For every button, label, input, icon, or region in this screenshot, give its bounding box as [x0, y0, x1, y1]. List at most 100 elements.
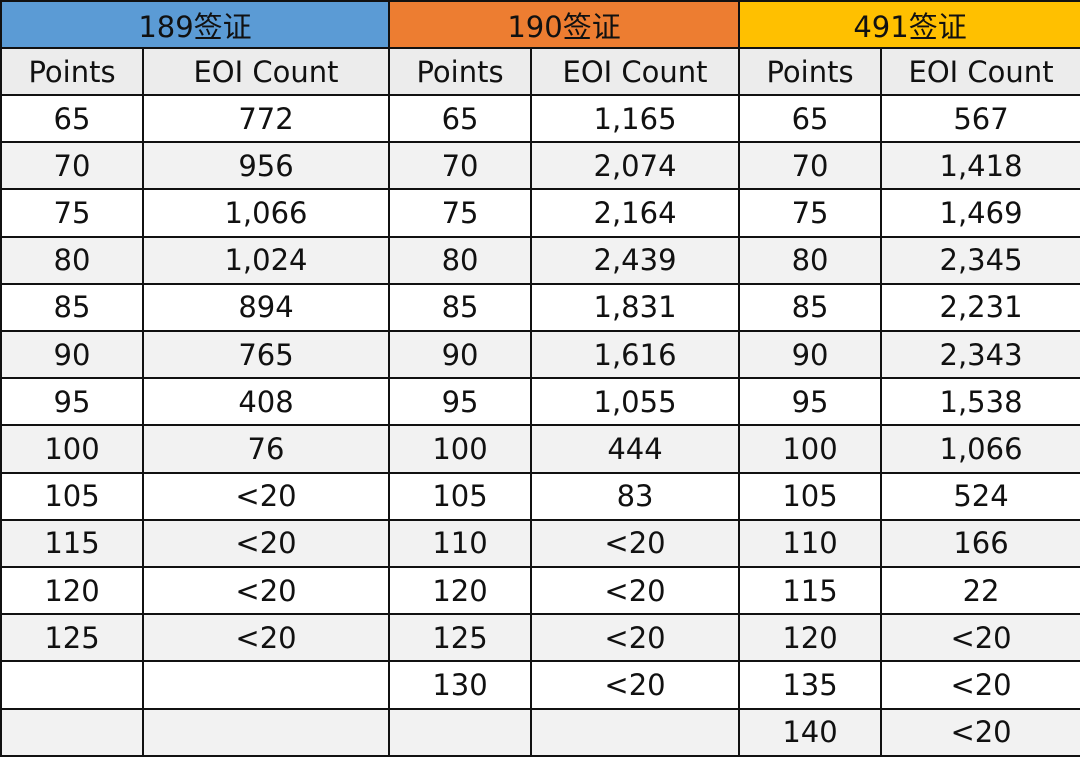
eoi-count-cell: 1,538 — [880, 377, 1080, 427]
eoi-count-cell: <20 — [880, 613, 1080, 663]
points-cell: 100 — [0, 424, 144, 474]
eoi-count-cell: <20 — [880, 660, 1080, 710]
eoi-count-cell: 408 — [141, 377, 391, 427]
visa-header-2: 491签证 — [738, 0, 1080, 49]
points-cell: 105 — [0, 471, 144, 521]
eoi-count-column-header: EOI Count — [141, 47, 391, 96]
table-row: 100 76 100 444 100 1,066 — [0, 424, 1080, 474]
table-row: 120 <20 120 <20 115 22 — [0, 566, 1080, 616]
eoi-count-cell: 567 — [880, 93, 1080, 144]
eoi-count-cell: 1,055 — [530, 377, 741, 427]
eoi-count-cell: 1,418 — [880, 141, 1080, 191]
points-cell: 95 — [738, 377, 883, 427]
eoi-count-cell — [141, 707, 391, 757]
points-cell: 115 — [738, 566, 883, 616]
points-cell — [0, 707, 144, 757]
points-cell: 75 — [388, 188, 533, 238]
eoi-count-cell — [141, 660, 391, 710]
eoi-count-column-header: EOI Count — [530, 47, 741, 96]
table-row: 70 956 70 2,074 70 1,418 — [0, 141, 1080, 191]
eoi-count-cell: <20 — [141, 613, 391, 663]
eoi-count-cell: <20 — [141, 518, 391, 569]
points-cell: 105 — [388, 471, 533, 521]
eoi-count-cell: 765 — [141, 330, 391, 380]
eoi-count-cell: 1,066 — [141, 188, 391, 238]
points-cell: 85 — [388, 282, 533, 333]
table-row: 80 1,024 80 2,439 80 2,345 — [0, 235, 1080, 285]
table-row: 75 1,066 75 2,164 75 1,469 — [0, 188, 1080, 238]
points-cell: 105 — [738, 471, 883, 521]
eoi-count-cell: <20 — [880, 707, 1080, 757]
points-cell: 125 — [388, 613, 533, 663]
points-cell: 130 — [388, 660, 533, 710]
table-row: 90 765 90 1,616 90 2,343 — [0, 330, 1080, 380]
table-row: 130 <20 135 <20 — [0, 660, 1080, 710]
eoi-count-cell: <20 — [530, 613, 741, 663]
eoi-count-cell: 956 — [141, 141, 391, 191]
points-cell: 110 — [388, 518, 533, 569]
table-row: 85 894 85 1,831 85 2,231 — [0, 282, 1080, 333]
points-cell: 90 — [388, 330, 533, 380]
eoi-count-cell: 76 — [141, 424, 391, 474]
eoi-count-cell: 83 — [530, 471, 741, 521]
eoi-count-cell: <20 — [141, 566, 391, 616]
eoi-count-cell: 2,345 — [880, 235, 1080, 285]
eoi-count-column-header: EOI Count — [880, 47, 1080, 96]
points-cell: 125 — [0, 613, 144, 663]
table-row: 105 <20 105 83 105 524 — [0, 471, 1080, 521]
points-cell: 115 — [0, 518, 144, 569]
eoi-count-cell: 1,066 — [880, 424, 1080, 474]
eoi-count-cell: 1,024 — [141, 235, 391, 285]
points-cell: 90 — [0, 330, 144, 380]
points-cell: 90 — [738, 330, 883, 380]
eoi-count-cell: <20 — [530, 660, 741, 710]
points-cell: 75 — [738, 188, 883, 238]
points-cell: 120 — [388, 566, 533, 616]
eoi-count-cell: 166 — [880, 518, 1080, 569]
eoi-count-cell: 2,439 — [530, 235, 741, 285]
eoi-count-cell: 2,074 — [530, 141, 741, 191]
eoi-count-cell: 1,616 — [530, 330, 741, 380]
eoi-count-cell: 1,469 — [880, 188, 1080, 238]
points-column-header: Points — [0, 47, 144, 96]
points-cell: 135 — [738, 660, 883, 710]
points-cell: 120 — [0, 566, 144, 616]
table-row: 140 <20 — [0, 707, 1080, 757]
eoi-count-cell: 772 — [141, 93, 391, 144]
points-cell: 110 — [738, 518, 883, 569]
eoi-count-cell: 444 — [530, 424, 741, 474]
visa-header-1: 190签证 — [388, 0, 741, 49]
points-column-header: Points — [388, 47, 533, 96]
table-row: 115 <20 110 <20 110 166 — [0, 518, 1080, 569]
eoi-count-cell: 1,165 — [530, 93, 741, 144]
visa-header-0: 189签证 — [0, 0, 391, 49]
points-column-header: Points — [738, 47, 883, 96]
table-row: 65 772 65 1,165 65 567 — [0, 93, 1080, 144]
points-cell: 140 — [738, 707, 883, 757]
eoi-count-cell: 22 — [880, 566, 1080, 616]
points-cell: 95 — [388, 377, 533, 427]
points-cell: 85 — [0, 282, 144, 333]
points-cell: 65 — [388, 93, 533, 144]
points-cell: 65 — [0, 93, 144, 144]
points-cell: 80 — [738, 235, 883, 285]
eoi-count-cell: 1,831 — [530, 282, 741, 333]
eoi-count-cell: 524 — [880, 471, 1080, 521]
eoi-count-cell: 2,343 — [880, 330, 1080, 380]
points-cell: 65 — [738, 93, 883, 144]
eoi-count-cell: <20 — [530, 566, 741, 616]
points-cell — [388, 707, 533, 757]
points-cell: 70 — [738, 141, 883, 191]
points-cell: 75 — [0, 188, 144, 238]
points-cell: 100 — [388, 424, 533, 474]
eoi-count-cell: 2,231 — [880, 282, 1080, 333]
points-cell — [0, 660, 144, 710]
eoi-count-cell: 2,164 — [530, 188, 741, 238]
points-cell: 70 — [388, 141, 533, 191]
points-cell: 85 — [738, 282, 883, 333]
eoi-count-cell: 894 — [141, 282, 391, 333]
table-row: 125 <20 125 <20 120 <20 — [0, 613, 1080, 663]
points-cell: 100 — [738, 424, 883, 474]
eoi-count-cell: <20 — [530, 518, 741, 569]
